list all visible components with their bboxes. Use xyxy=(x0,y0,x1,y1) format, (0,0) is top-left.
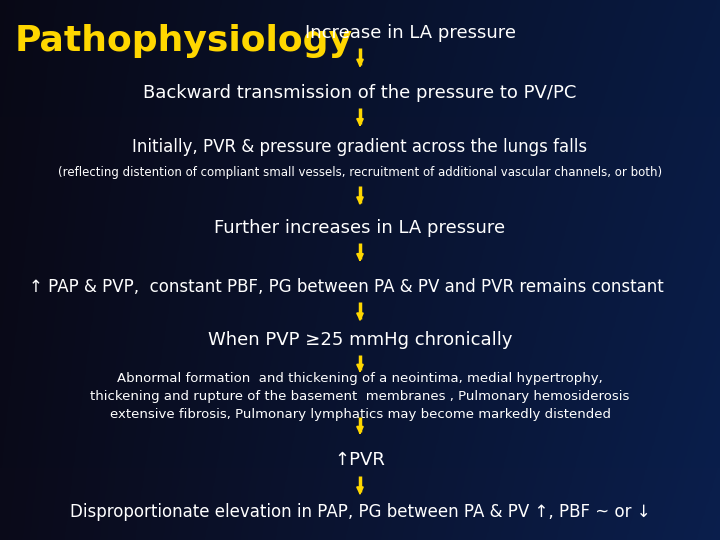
Text: Increase in LA pressure: Increase in LA pressure xyxy=(305,24,516,43)
Text: ↑PVR: ↑PVR xyxy=(335,451,385,469)
Text: Initially, PVR & pressure gradient across the lungs falls: Initially, PVR & pressure gradient acros… xyxy=(132,138,588,157)
Text: When PVP ≥25 mmHg chronically: When PVP ≥25 mmHg chronically xyxy=(208,331,512,349)
Text: ↑ PAP & PVP,  constant PBF, PG between PA & PV and PVR remains constant: ↑ PAP & PVP, constant PBF, PG between PA… xyxy=(29,278,664,296)
Text: (reflecting distention of compliant small vessels, recruitment of additional vas: (reflecting distention of compliant smal… xyxy=(58,166,662,179)
Text: Backward transmission of the pressure to PV/PC: Backward transmission of the pressure to… xyxy=(143,84,577,102)
Text: Further increases in LA pressure: Further increases in LA pressure xyxy=(215,219,505,237)
Text: Disproportionate elevation in PAP, PG between PA & PV ↑, PBF ~ or ↓: Disproportionate elevation in PAP, PG be… xyxy=(70,503,650,521)
Text: Pathophysiology: Pathophysiology xyxy=(14,24,352,58)
Text: Abnormal formation  and thickening of a neointima, medial hypertrophy,
thickenin: Abnormal formation and thickening of a n… xyxy=(90,373,630,421)
